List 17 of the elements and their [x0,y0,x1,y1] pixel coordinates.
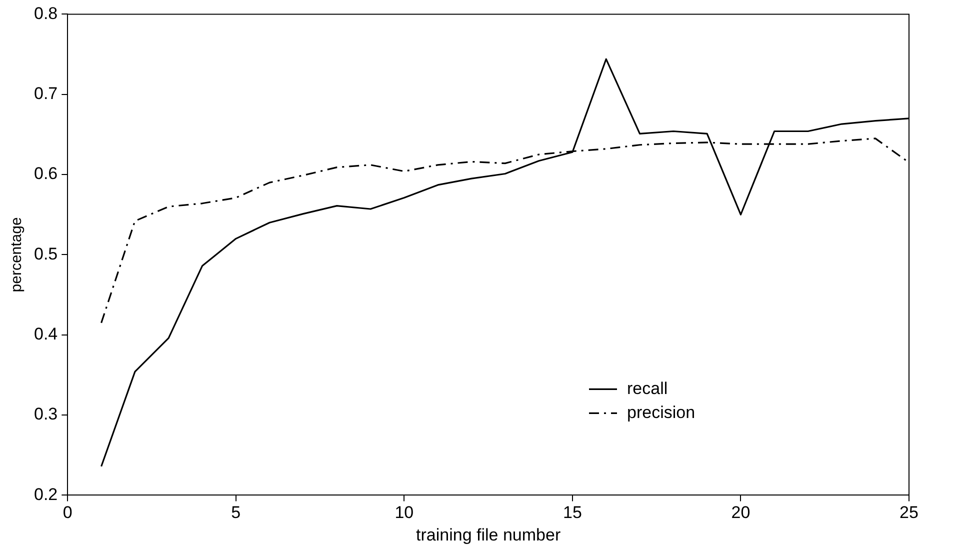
y-tick-label: 0.8 [34,4,58,23]
x-tick-label: 5 [231,503,241,522]
y-tick-label: 0.6 [34,164,58,184]
y-tick-label: 0.5 [34,244,58,264]
x-tick-label: 15 [562,503,582,522]
y-tick-label: 0.4 [34,324,58,344]
x-tick-label: 10 [394,503,414,522]
y-axis-title: percentage [8,217,26,292]
x-tick-label: 20 [731,503,750,522]
legend-label: precision [627,402,696,422]
x-tick-label: 25 [900,503,918,522]
legend-label: recall [627,378,668,398]
y-tick-label: 0.7 [34,84,58,104]
y-tick-label: 0.2 [34,484,58,504]
y-tick-label: 0.3 [34,404,58,424]
x-tick-label: 0 [62,503,72,522]
x-axis-title: training file number [416,525,561,544]
